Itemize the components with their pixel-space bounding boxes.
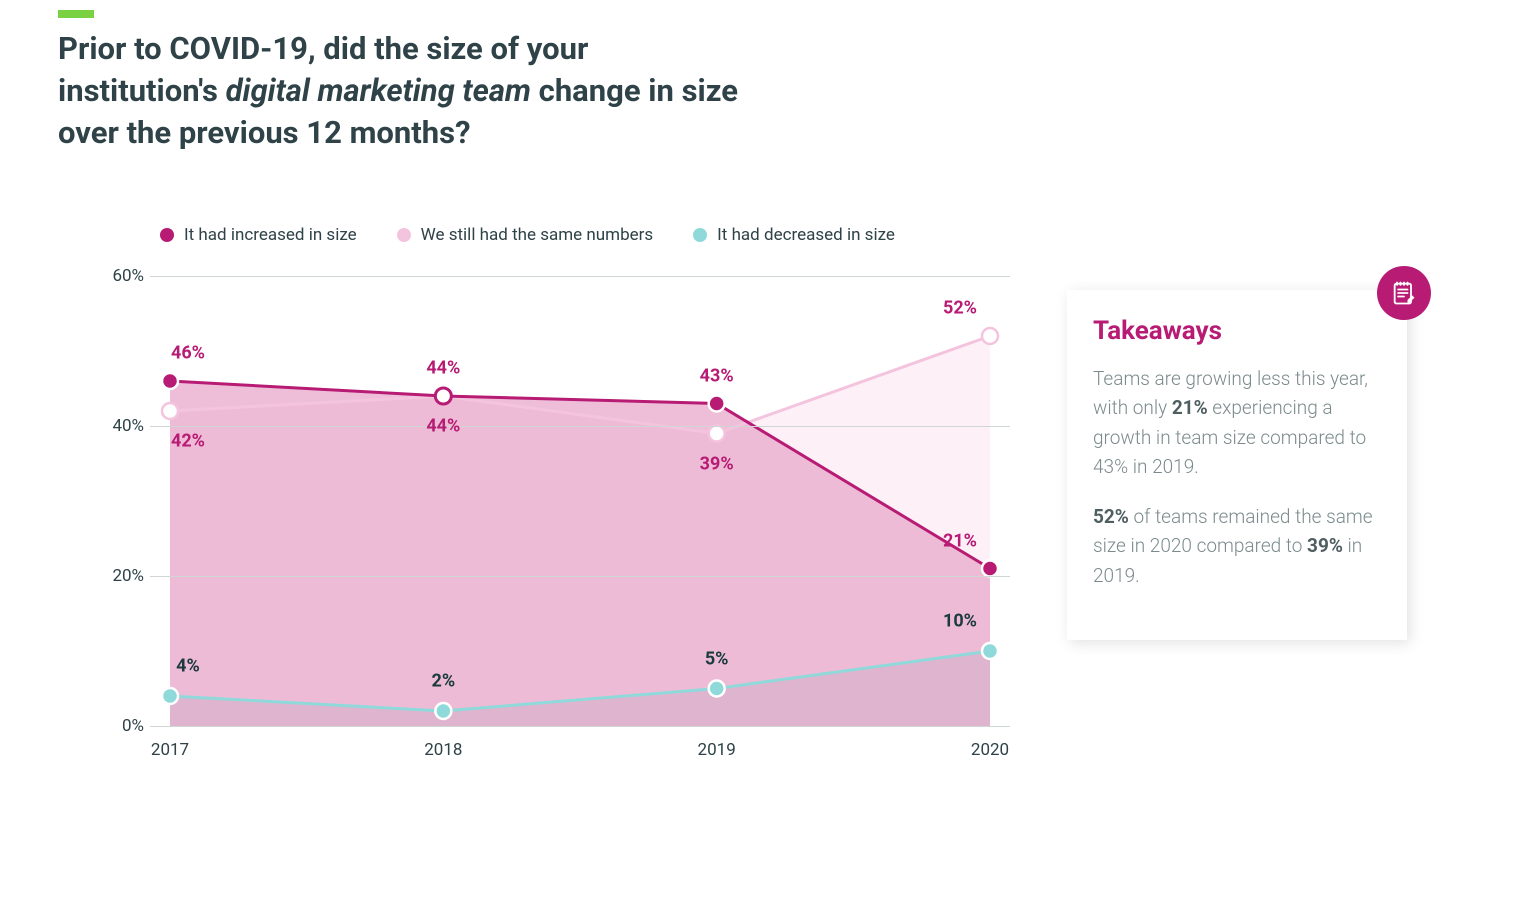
- marker-increased: [709, 396, 725, 412]
- takeaways-para-1: Teams are growing less this year, with o…: [1093, 364, 1381, 482]
- grid-line: [150, 426, 1010, 427]
- y-axis-label: 0%: [104, 716, 144, 736]
- data-label-same: 44%: [426, 416, 460, 437]
- data-label-increased: 21%: [943, 530, 977, 551]
- data-label-decreased: 4%: [176, 656, 200, 677]
- takeaways-para-2: 52% of teams remained the same size in 2…: [1093, 502, 1381, 590]
- marker-increased: [982, 561, 998, 577]
- x-axis-label: 2019: [698, 740, 736, 760]
- legend-item-decreased: It had decreased in size: [693, 225, 895, 245]
- legend-dot: [160, 228, 174, 242]
- title-emph: digital marketing team: [226, 72, 531, 109]
- data-label-increased: 44%: [426, 358, 460, 379]
- y-axis-label: 20%: [104, 566, 144, 586]
- accent-bar: [58, 10, 94, 18]
- takeaways-title: Takeaways: [1093, 316, 1381, 346]
- legend-dot: [397, 228, 411, 242]
- takeaways-card: Takeaways Teams are growing less this ye…: [1067, 290, 1407, 640]
- marker-increased: [162, 373, 178, 389]
- marker-decreased: [162, 688, 178, 704]
- grid-line: [150, 726, 1010, 727]
- chart-plot: 0%20%40%60%201720182019202042%44%39%52%4…: [150, 276, 1010, 726]
- data-label-increased: 43%: [700, 365, 734, 386]
- marker-decreased: [709, 681, 725, 697]
- data-label-decreased: 10%: [943, 611, 977, 632]
- marker-increased: [435, 388, 451, 404]
- marker-decreased: [435, 703, 451, 719]
- marker-same: [162, 403, 178, 419]
- x-axis-label: 2020: [971, 740, 1009, 760]
- data-label-decreased: 2%: [432, 671, 456, 692]
- data-label-same: 52%: [943, 298, 977, 319]
- marker-same: [709, 426, 725, 442]
- legend-label: It had decreased in size: [717, 225, 895, 245]
- legend-label: We still had the same numbers: [421, 225, 654, 245]
- legend-label: It had increased in size: [184, 225, 357, 245]
- marker-same: [982, 328, 998, 344]
- notes-icon: [1377, 266, 1431, 320]
- legend-dot: [693, 228, 707, 242]
- chart-legend: It had increased in size We still had the…: [160, 225, 895, 245]
- grid-line: [150, 276, 1010, 277]
- chart-svg: [150, 276, 1010, 726]
- legend-item-same: We still had the same numbers: [397, 225, 654, 245]
- data-label-same: 39%: [700, 453, 734, 474]
- y-axis-label: 40%: [104, 416, 144, 436]
- x-axis-label: 2017: [151, 740, 189, 760]
- marker-decreased: [982, 643, 998, 659]
- data-label-decreased: 5%: [705, 648, 729, 669]
- y-axis-label: 60%: [104, 266, 144, 286]
- grid-line: [150, 576, 1010, 577]
- chart-area: 0%20%40%60%201720182019202042%44%39%52%4…: [110, 276, 1010, 766]
- page-title: Prior to COVID-19, did the size of your …: [58, 28, 738, 154]
- data-label-increased: 46%: [171, 343, 205, 364]
- legend-item-increased: It had increased in size: [160, 225, 357, 245]
- data-label-same: 42%: [171, 431, 205, 452]
- x-axis-label: 2018: [424, 740, 462, 760]
